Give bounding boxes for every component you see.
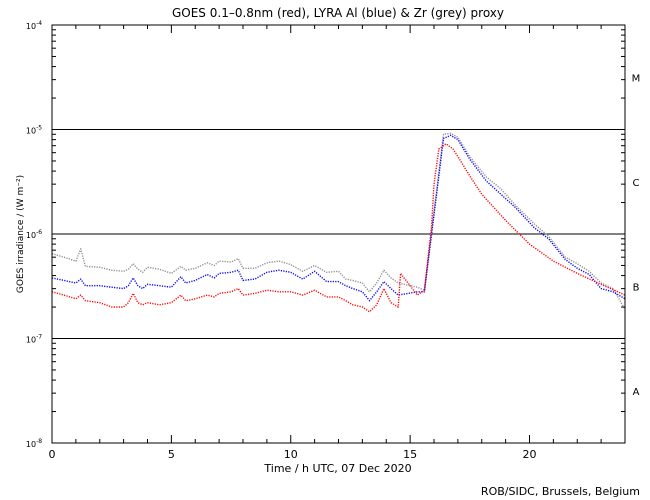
x-tick-label: 15	[403, 448, 417, 461]
y-tick-exponent: -6	[36, 229, 42, 236]
y-tick-base: 10	[26, 231, 36, 240]
axis-ticks	[51, 24, 625, 444]
series-line-lyra-zr-proxy	[51, 132, 626, 310]
x-axis-label: Time / h UTC, 07 Dec 2020	[263, 462, 411, 475]
series-line-lyra-al-proxy	[51, 134, 626, 302]
y-tick-label: 10-7	[26, 334, 42, 345]
y-tick-base: 10	[26, 336, 36, 345]
x-tick-label: 20	[523, 448, 537, 461]
threshold-lines	[52, 129, 625, 339]
y-axis-label: GOES irradiance / (W m⁻²)	[16, 175, 26, 293]
chart-title: GOES 0.1–0.8nm (red), LYRA Al (blue) & Z…	[172, 6, 504, 20]
flare-class-B: B	[633, 282, 640, 293]
flare-class-M: M	[632, 73, 641, 84]
credit-text: ROB/SIDC, Brussels, Belgium	[481, 485, 640, 498]
y-tick-label: 10-5	[26, 125, 42, 136]
y-tick-exponent: -5	[36, 125, 42, 132]
y-tick-base: 10	[26, 127, 36, 136]
y-tick-exponent: -8	[36, 438, 42, 445]
x-tick-label: 10	[284, 448, 298, 461]
y-tick-base: 10	[26, 440, 36, 449]
flare-class-A: A	[633, 387, 640, 398]
y-tick-label: 10-6	[26, 229, 42, 240]
y-tick-exponent: -4	[36, 20, 42, 27]
y-tick-label: 10-8	[26, 438, 42, 449]
y-tick-label: 10-4	[26, 20, 42, 31]
x-tick-label: 0	[49, 448, 56, 461]
y-tick-base: 10	[26, 22, 36, 31]
series-line-goes-0-1-0-8nm	[51, 143, 626, 313]
y-tick-exponent: -7	[36, 334, 42, 341]
flare-class-C: C	[633, 178, 640, 189]
x-tick-label: 5	[168, 448, 175, 461]
data-series	[51, 132, 626, 313]
